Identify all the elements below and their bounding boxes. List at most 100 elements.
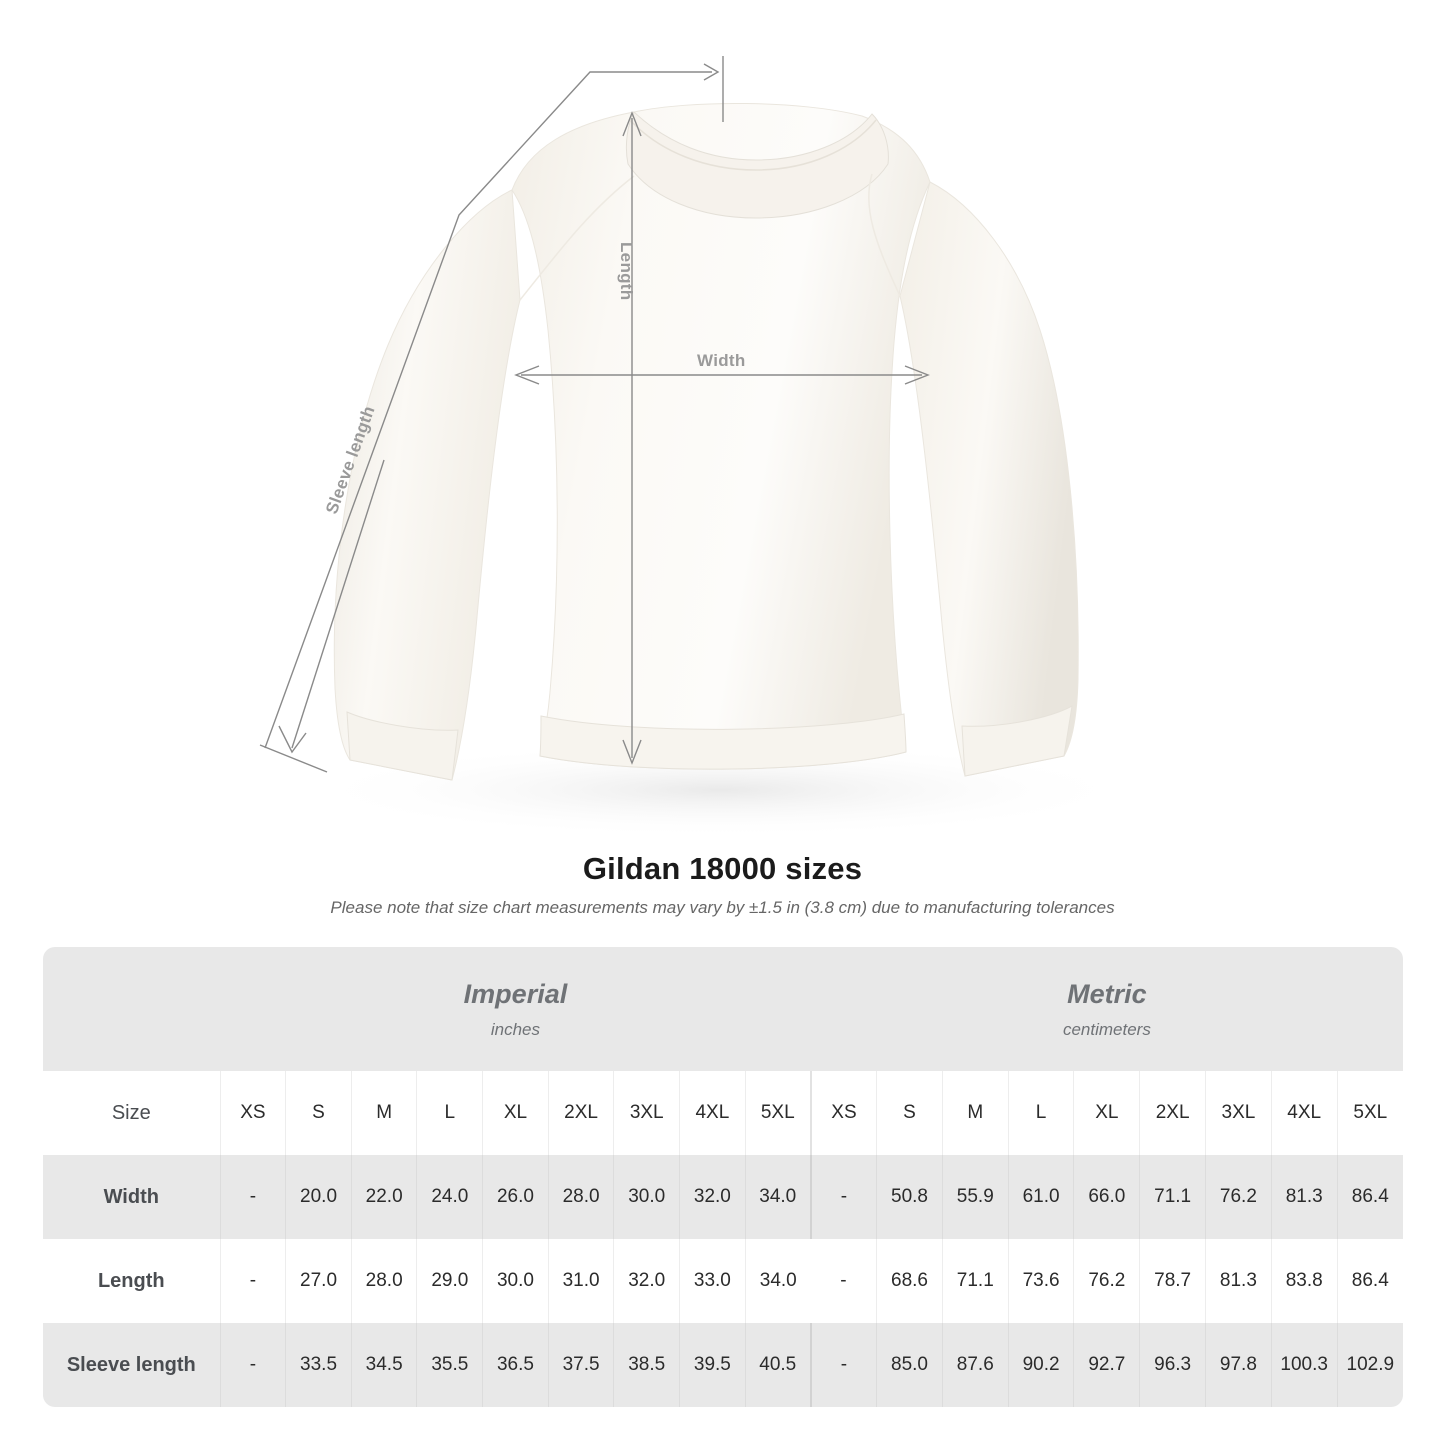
cell-width-imperial-3xl: 30.0 xyxy=(613,1155,680,1239)
col-header-metric-xl: XL xyxy=(1073,1071,1140,1155)
left-sleeve xyxy=(333,189,521,781)
size-header-row: Size XS S M L XL 2XL 3XL 4XL 5XL XS S M … xyxy=(43,1071,1403,1155)
sleeve-length-arrowhead-top xyxy=(703,63,720,81)
size-table: Imperial inches Metric centimeters Size … xyxy=(43,947,1403,1407)
cell-width-metric-s: 50.8 xyxy=(876,1155,943,1239)
cell-sleeve-imperial-5xl: 40.5 xyxy=(744,1323,811,1407)
cell-sleeve-imperial-xs: - xyxy=(219,1323,286,1407)
col-header-imperial-xs: XS xyxy=(219,1071,286,1155)
cell-sleeve-metric-xl: 92.7 xyxy=(1073,1323,1140,1407)
right-shoulder-seam xyxy=(868,173,901,297)
collar xyxy=(625,111,889,219)
cell-length-metric-xl: 76.2 xyxy=(1073,1239,1140,1323)
cell-length-imperial-m: 28.0 xyxy=(350,1239,417,1323)
cell-sleeve-imperial-3xl: 38.5 xyxy=(613,1323,680,1407)
width-arrowhead-right xyxy=(904,365,930,385)
cell-sleeve-metric-2xl: 96.3 xyxy=(1139,1323,1206,1407)
cell-length-imperial-xs: - xyxy=(219,1239,286,1323)
cell-width-imperial-5xl: 34.0 xyxy=(744,1155,811,1239)
table-row-length: Length - 27.0 28.0 29.0 30.0 31.0 32.0 3… xyxy=(43,1239,1403,1323)
cell-length-imperial-xl: 30.0 xyxy=(482,1239,549,1323)
metric-unit-sub: centimeters xyxy=(1062,1020,1151,1040)
col-header-metric-5xl: 5XL xyxy=(1336,1071,1403,1155)
row-label-sleeve-length: Sleeve length xyxy=(43,1323,221,1407)
cell-sleeve-imperial-xl: 36.5 xyxy=(482,1323,549,1407)
left-cuff xyxy=(346,711,459,781)
cell-sleeve-imperial-4xl: 39.5 xyxy=(679,1323,746,1407)
cell-length-metric-3xl: 81.3 xyxy=(1205,1239,1272,1323)
cell-length-metric-s: 68.6 xyxy=(876,1239,943,1323)
cell-width-metric-3xl: 76.2 xyxy=(1205,1155,1272,1239)
cell-width-imperial-xs: - xyxy=(219,1155,286,1239)
col-header-metric-s: S xyxy=(876,1071,943,1155)
row-label-width: Width xyxy=(43,1155,221,1239)
left-shoulder-seam xyxy=(519,175,635,301)
garment-shadow xyxy=(300,742,1140,838)
cell-width-imperial-l: 24.0 xyxy=(416,1155,483,1239)
cell-sleeve-imperial-2xl: 37.5 xyxy=(547,1323,614,1407)
width-arrowhead-left xyxy=(514,365,540,385)
unit-spacer-cell xyxy=(43,947,221,1071)
imperial-unit-cell: Imperial inches xyxy=(220,947,811,1071)
cell-width-imperial-2xl: 28.0 xyxy=(547,1155,614,1239)
sweatshirt-diagram-svg xyxy=(259,56,1140,838)
size-header-label: Size xyxy=(43,1071,221,1155)
col-header-metric-l: L xyxy=(1007,1071,1074,1155)
col-header-metric-m: M xyxy=(941,1071,1009,1155)
table-row-sleeve-length: Sleeve length - 33.5 34.5 35.5 36.5 37.5… xyxy=(43,1323,1403,1407)
cell-width-imperial-4xl: 32.0 xyxy=(679,1155,746,1239)
col-header-imperial-2xl: 2XL xyxy=(547,1071,614,1155)
cell-length-metric-l: 73.6 xyxy=(1007,1239,1074,1323)
size-table-container: Imperial inches Metric centimeters Size … xyxy=(43,947,1403,1407)
col-header-metric-4xl: 4XL xyxy=(1270,1071,1338,1155)
cell-sleeve-metric-3xl: 97.8 xyxy=(1205,1323,1272,1407)
garment-illustration: Length Width Sleeve length xyxy=(259,56,1140,838)
cell-width-metric-5xl: 86.4 xyxy=(1336,1155,1403,1239)
cell-length-imperial-5xl: 34.0 xyxy=(744,1239,811,1323)
cell-sleeve-metric-l: 90.2 xyxy=(1007,1323,1074,1407)
cell-sleeve-metric-5xl: 102.9 xyxy=(1336,1323,1403,1407)
cell-length-metric-4xl: 83.8 xyxy=(1270,1239,1338,1323)
right-cuff xyxy=(961,705,1073,777)
cell-width-metric-4xl: 81.3 xyxy=(1270,1155,1338,1239)
col-header-imperial-xl: XL xyxy=(482,1071,549,1155)
sleeve-length-arrowhead-bottom xyxy=(278,725,307,754)
cell-sleeve-imperial-m: 34.5 xyxy=(350,1323,417,1407)
cell-length-metric-m: 71.1 xyxy=(941,1239,1009,1323)
cell-width-metric-l: 61.0 xyxy=(1007,1155,1074,1239)
col-header-imperial-4xl: 4XL xyxy=(679,1071,746,1155)
cell-length-imperial-2xl: 31.0 xyxy=(547,1239,614,1323)
cell-length-imperial-3xl: 32.0 xyxy=(613,1239,680,1323)
metric-unit-name: Metric xyxy=(1067,978,1147,1009)
col-header-imperial-s: S xyxy=(285,1071,352,1155)
cell-sleeve-metric-4xl: 100.3 xyxy=(1270,1323,1338,1407)
sleeve-length-base-tick xyxy=(259,744,328,773)
cell-length-imperial-l: 29.0 xyxy=(416,1239,483,1323)
cell-sleeve-metric-xs: - xyxy=(809,1323,877,1407)
cell-width-imperial-xl: 26.0 xyxy=(482,1155,549,1239)
cell-sleeve-imperial-l: 35.5 xyxy=(416,1323,483,1407)
sleeve-length-arrow-shaft xyxy=(291,459,385,749)
metric-unit-cell: Metric centimeters xyxy=(810,947,1403,1071)
col-header-imperial-5xl: 5XL xyxy=(744,1071,811,1155)
collar-seam xyxy=(629,119,877,171)
col-header-metric-3xl: 3XL xyxy=(1205,1071,1272,1155)
length-arrowhead-bottom xyxy=(622,739,642,765)
cell-length-imperial-s: 27.0 xyxy=(285,1239,352,1323)
sleeve-length-leader xyxy=(264,71,712,749)
row-label-length: Length xyxy=(43,1239,221,1323)
page-title: Gildan 18000 sizes xyxy=(582,851,863,886)
col-header-metric-2xl: 2XL xyxy=(1139,1071,1206,1155)
cell-width-metric-2xl: 71.1 xyxy=(1139,1155,1206,1239)
length-arrowhead-top xyxy=(622,111,642,137)
cell-width-imperial-s: 20.0 xyxy=(285,1155,352,1239)
col-header-metric-xs: XS xyxy=(809,1071,877,1155)
cell-sleeve-metric-s: 85.0 xyxy=(876,1323,943,1407)
right-sleeve xyxy=(899,181,1079,777)
width-label: Width xyxy=(697,351,746,370)
imperial-unit-name: Imperial xyxy=(463,978,568,1009)
imperial-unit-sub: inches xyxy=(490,1020,541,1040)
table-row-width: Width - 20.0 22.0 24.0 26.0 28.0 30.0 32… xyxy=(43,1155,1403,1239)
cell-width-metric-m: 55.9 xyxy=(941,1155,1009,1239)
